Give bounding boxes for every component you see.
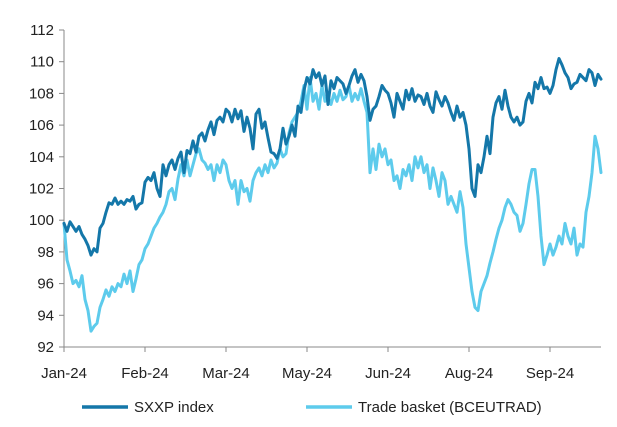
legend-label: SXXP index: [134, 399, 214, 416]
y-tick-label: 112: [30, 22, 54, 39]
y-tick-label: 106: [29, 117, 54, 134]
y-tick-label: 100: [29, 212, 54, 229]
y-tick-label: 104: [29, 149, 54, 166]
legend: SXXP index Trade basket (BCEUTRAD): [82, 399, 542, 416]
y-tick-label: 108: [29, 85, 54, 102]
y-tick-label: 98: [37, 244, 54, 261]
series-line-sxxp-index: [62, 57, 603, 257]
y-tick-label: 96: [37, 276, 54, 293]
legend-label: Trade basket (BCEUTRAD): [358, 399, 542, 416]
x-tick-label: Jun-24: [365, 365, 411, 382]
x-tick-label: May-24: [282, 365, 332, 382]
x-tick-label: Feb-24: [121, 365, 169, 382]
y-axis-ticks: 92 94 96 98 100 102 104 106 108 110 112: [29, 22, 64, 356]
x-tick-label: Jan-24: [41, 365, 87, 382]
y-tick-label: 110: [30, 54, 54, 71]
x-tick-label: Aug-24: [445, 365, 493, 382]
x-axis-ticks: Jan-24 Feb-24 Mar-24 May-24 Jun-24 Aug-24 Sep-…: [41, 347, 574, 382]
x-tick-label: Mar-24: [202, 365, 250, 382]
y-tick-label: 92: [37, 339, 54, 356]
y-tick-label: 102: [29, 181, 54, 198]
series-line-trade-basket: [62, 76, 603, 333]
x-tick-label: Sep-24: [526, 365, 574, 382]
y-tick-label: 94: [37, 307, 54, 324]
series-layer: [62, 57, 603, 333]
